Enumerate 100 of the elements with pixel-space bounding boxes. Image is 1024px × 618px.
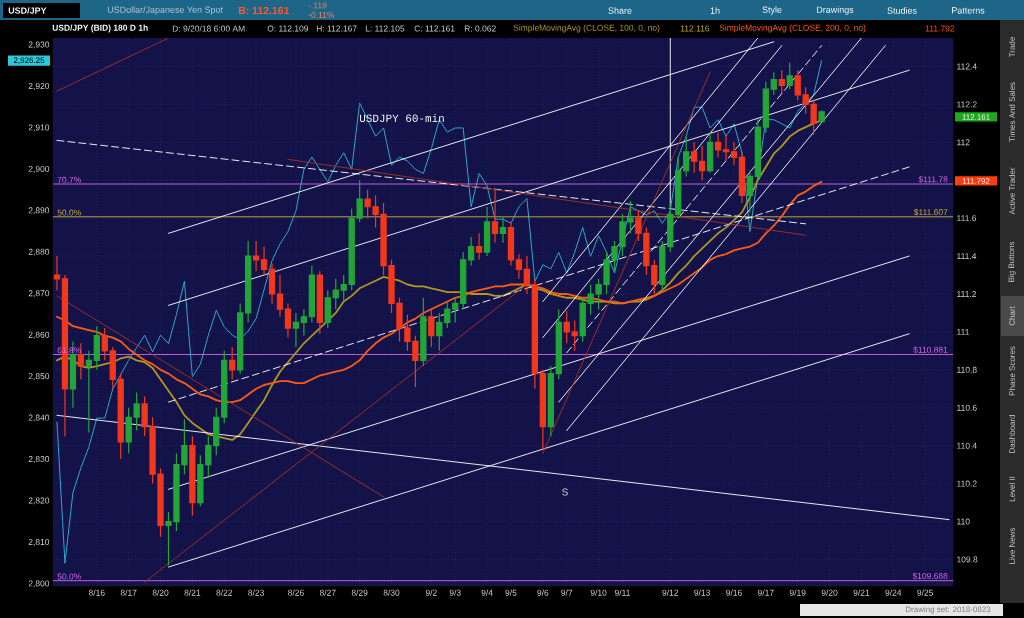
annotation: 50.0% <box>57 209 81 216</box>
candlestick <box>53 255 61 291</box>
candlestick <box>770 71 777 96</box>
y-tick-label: 111.2 <box>957 291 977 297</box>
x-tick-label: 8/20 <box>152 589 169 596</box>
x-tick-label: 9/17 <box>757 589 774 596</box>
annotation: 50.0% <box>57 573 81 580</box>
text: -0.11% <box>308 12 335 18</box>
x-tick-label: 9/11 <box>614 589 630 596</box>
text: SimpleMovingAvg (CLOSE, 200, 0, no) <box>719 24 866 33</box>
candlestick <box>691 141 698 174</box>
x-tick-label: 8/21 <box>184 589 201 596</box>
candlestick <box>252 240 260 272</box>
candlestick <box>667 202 674 253</box>
candlestick <box>452 297 459 324</box>
y-tick-label: 110.2 <box>957 480 977 487</box>
x-tick-label: 9/7 <box>561 589 573 596</box>
candlestick <box>818 110 825 123</box>
candlestick <box>730 141 738 166</box>
x-tick-label: 8/23 <box>248 589 264 596</box>
y-tick-label: 110.8 <box>957 366 977 373</box>
x-tick-label: 8/27 <box>319 589 336 596</box>
candlestick <box>93 325 100 371</box>
candlestick <box>754 118 762 181</box>
text: D: 9/20/18 6:00 AM <box>172 25 245 32</box>
ref-line-label: $111.607 <box>913 208 948 216</box>
x-tick-label: 9/20 <box>821 589 838 596</box>
annotation: 70.7% <box>57 176 81 183</box>
candlestick <box>444 300 451 329</box>
x-tick-label: 9/24 <box>885 589 902 596</box>
ref-line-label: $109.688 <box>912 572 948 580</box>
candlestick <box>420 297 427 367</box>
y2-tick-label: 2,810 <box>28 538 50 546</box>
candlestick <box>308 264 315 324</box>
text: USD/JPY <box>8 7 47 14</box>
candlestick <box>475 232 483 261</box>
candlestick <box>523 255 531 295</box>
candlestick <box>675 156 682 219</box>
chart-title: USD/JPY (BID) 180 D 1h <box>52 24 148 33</box>
x-tick-label: 9/19 <box>789 589 806 596</box>
y-tick-label: 110.4 <box>957 442 977 449</box>
y-tick-label: 112.2 <box>957 101 977 108</box>
text: R: 0.062 <box>464 25 496 32</box>
text: USDollar/Japanese Yen Spot <box>107 6 223 15</box>
candlestick <box>324 289 331 329</box>
candlestick <box>276 274 284 318</box>
text: Style <box>762 6 782 15</box>
candlestick <box>698 145 706 181</box>
text: Patterns <box>952 7 985 14</box>
candlestick <box>468 236 475 267</box>
x-tick-label: 8/26 <box>288 589 304 596</box>
text: Share <box>608 7 632 14</box>
x-tick-label: 9/3 <box>449 589 461 596</box>
candlestick <box>229 346 236 380</box>
text: L: 112.105 <box>365 25 405 32</box>
x-tick-label: 9/10 <box>590 589 607 596</box>
candlestick <box>706 132 714 174</box>
candlestick <box>499 215 507 244</box>
y2-tick-label: 2,920 <box>28 83 50 90</box>
y-tick-label: 111.4 <box>957 253 977 259</box>
text: Studies <box>887 7 917 14</box>
ref-line-label: $110.881 <box>913 346 948 354</box>
text: C: 112.161 <box>414 25 455 32</box>
y-tick-label: 109.8 <box>957 556 978 563</box>
y-tick-label: 111 <box>957 328 969 335</box>
candlestick <box>507 221 515 267</box>
y2-tick-label: 2,890 <box>28 207 50 215</box>
text: O: 112.109 <box>267 25 309 32</box>
x-tick-label: 8/30 <box>383 589 400 596</box>
candlestick <box>109 346 116 390</box>
x-tick-label: 9/21 <box>853 589 870 596</box>
candlestick <box>260 245 268 276</box>
y2-tick-label: 2,930 <box>28 41 50 49</box>
y2-tick-label: 2,850 <box>28 373 50 381</box>
x-tick-label: 9/12 <box>662 589 679 596</box>
x-tick-label: 9/4 <box>481 589 493 596</box>
candlestick <box>316 270 323 335</box>
candlestick <box>531 278 539 390</box>
candlestick <box>683 136 690 178</box>
x-tick-label: 8/29 <box>351 589 368 596</box>
text: USDJPY 60-min <box>360 113 444 123</box>
text: 112.116 <box>680 25 710 32</box>
text: Drawings <box>817 6 854 15</box>
candlestick <box>786 62 793 90</box>
candlestick <box>300 308 308 337</box>
candlestick <box>539 369 546 451</box>
candlestick <box>722 134 730 162</box>
candlestick <box>460 251 467 310</box>
candlestick <box>268 263 276 305</box>
candlestick <box>117 373 124 460</box>
y2-tick-label: 2,880 <box>28 248 50 256</box>
y2-tick-label: 2,900 <box>28 165 50 173</box>
x-tick-label: 9/2 <box>425 589 437 596</box>
y2-tick-label: 2,830 <box>28 456 50 464</box>
x-tick-label: 9/16 <box>726 589 742 596</box>
candlestick <box>746 170 754 214</box>
candlestick <box>515 253 523 280</box>
text: 1h <box>710 7 720 14</box>
text: H: 112.167 <box>316 25 357 32</box>
y2-tick-label: 2,820 <box>28 497 50 505</box>
